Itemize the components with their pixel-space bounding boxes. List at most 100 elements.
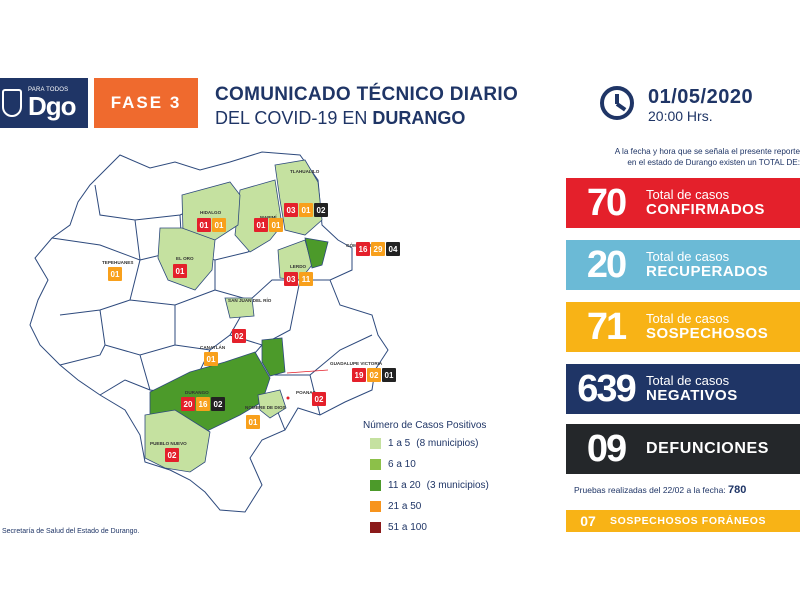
case-badges-nombre-de-dios: 01 — [246, 415, 260, 429]
municipality-label-pueblo-nuevo: PUEBLO NUEVO — [150, 441, 187, 446]
stat-label: CONFIRMADOS — [646, 200, 765, 218]
case-count-badge: 02 — [165, 448, 179, 462]
phase-badge: FASE 3 — [94, 78, 198, 128]
government-logo: PARA TODOS Dgo — [0, 78, 88, 128]
case-count-badge: 16 — [356, 242, 370, 256]
case-count-badge: 11 — [299, 272, 313, 286]
case-badges-el-oro: 01 — [173, 264, 187, 278]
municipality-label-tlahualilo: TLAHUALILO — [290, 169, 320, 174]
case-badges-hidalgo: 01 01 — [197, 218, 226, 232]
stat-value: 09 — [586, 427, 627, 470]
case-count-badge: 02 — [211, 397, 225, 411]
municipality-label-poanas: POANAS — [296, 390, 316, 395]
legend-label: 6 a 10 — [388, 459, 416, 470]
case-badges-durango: 20 16 02 — [181, 397, 225, 411]
source-note: Secretaría de Salud del Estado de Durang… — [2, 528, 140, 535]
stat-negativos: 639 Total de casos NEGATIVOS — [566, 364, 800, 414]
case-count-badge: 01 — [382, 368, 396, 382]
stat-label: DEFUNCIONES — [646, 439, 770, 457]
logo-wordmark: Dgo — [28, 91, 77, 121]
case-count-badge: 03 — [284, 203, 298, 217]
case-badges-gomez-palacio: 16 29 04 — [356, 242, 400, 256]
page-title: COMUNICADO TÉCNICO DIARIO DEL COVID-19 E… — [215, 84, 518, 129]
legend-note: (8 municipios) — [416, 438, 479, 449]
foreign-suspects-bar: 07 SOSPECHOSOS FORÁNEOS — [566, 510, 800, 532]
title-line1: COMUNICADO TÉCNICO DIARIO — [215, 84, 519, 105]
foreign-suspects-label: SOSPECHOSOS FORÁNEOS — [610, 515, 767, 527]
case-count-badge: 01 — [254, 218, 268, 232]
case-count-badge: 02 — [312, 392, 326, 406]
stat-value: 20 — [586, 243, 627, 286]
stat-value: 70 — [586, 181, 627, 224]
stat-label: RECUPERADOS — [646, 262, 769, 280]
tests-count: 780 — [728, 484, 747, 496]
case-count-badge: 01 — [212, 218, 226, 232]
stat-defunciones: 09 DEFUNCIONES — [566, 424, 800, 474]
municipality-label-el-oro: EL ORO — [176, 256, 194, 261]
title-state-name: DURANGO — [372, 108, 466, 128]
legend-title: Número de Casos Positivos — [363, 420, 487, 431]
title-line2: DEL COVID-19 EN DURANGO — [215, 108, 466, 128]
case-count-badge: 04 — [386, 242, 400, 256]
stat-label-top: Total de casos — [646, 249, 730, 265]
legend-item: 21 a 50 — [370, 501, 421, 512]
case-badges-san-juan-del-rio: 02 — [232, 329, 246, 343]
region-guadalupe-victoria — [261, 337, 286, 377]
legend-item: 1 a 5 (8 municipios) — [370, 438, 479, 449]
report-time: 20:00 Hrs. — [648, 108, 713, 124]
case-count-badge: 16 — [196, 397, 210, 411]
case-badges-pueblo-nuevo: 02 — [165, 448, 179, 462]
foreign-suspects-count: 07 — [580, 513, 596, 529]
case-badges-tepehuanes: 01 — [108, 267, 122, 281]
state-outline — [29, 151, 389, 513]
legend-label: 1 a 5 — [388, 438, 411, 449]
region-san-juan-del-rio — [224, 297, 255, 319]
case-badges-canatlan: 01 — [204, 352, 218, 366]
summary-intro: A la fecha y hora que se señala el prese… — [614, 147, 800, 167]
case-count-badge: 01 — [173, 264, 187, 278]
legend-swatch — [370, 501, 381, 512]
stat-value: 71 — [586, 305, 627, 348]
logo-tagline: PARA TODOS — [28, 87, 69, 93]
case-count-badge: 20 — [181, 397, 195, 411]
stat-label-top: Total de casos — [646, 311, 730, 327]
region-gomez-palacio — [304, 237, 329, 269]
case-count-badge: 19 — [352, 368, 366, 382]
legend-item: 11 a 20 (3 municipios) — [370, 480, 489, 491]
state-seal-icon — [2, 89, 22, 117]
legend-swatch — [370, 459, 381, 470]
municipality-label-tepehuanes: TEPEHUANES — [102, 260, 134, 265]
legend-swatch — [370, 438, 381, 449]
durango-map: TLAHUALILO030102HIDALGO0101MAPIMÍ0101GÓM… — [0, 140, 560, 530]
case-count-badge: 01 — [269, 218, 283, 232]
stat-label: NEGATIVOS — [646, 386, 738, 404]
municipality-label-hidalgo: HIDALGO — [200, 210, 222, 215]
case-badges-tlahualilo: 03 01 02 — [284, 203, 328, 217]
case-badges-guadalupe-victoria: 19 02 01 — [352, 368, 396, 382]
stat-sospechosos: 71 Total de casos SOSPECHOSOS — [566, 302, 800, 352]
legend-label: 21 a 50 — [388, 501, 422, 512]
stat-label-top: Total de casos — [646, 187, 730, 203]
region-nombre-de-dios — [257, 389, 287, 419]
region-pueblo-nuevo — [144, 409, 211, 473]
clock-icon — [600, 86, 634, 120]
stat-label: SOSPECHOSOS — [646, 324, 769, 342]
legend-label: 11 a 20 — [388, 480, 421, 491]
municipality-label-nombre-de-dios: NOMBRE DE DIOS — [245, 405, 286, 410]
region-el-oro — [157, 227, 216, 291]
stat-label-top: Total de casos — [646, 373, 730, 389]
case-count-badge: 02 — [367, 368, 381, 382]
legend-swatch — [370, 480, 381, 491]
legend-swatch — [370, 522, 381, 533]
case-count-badge: 01 — [204, 352, 218, 366]
case-badges-mapimi: 01 01 — [254, 218, 283, 232]
municipality-label-mapimi: MAPIMÍ — [260, 215, 277, 220]
region-mapimi — [234, 179, 283, 253]
case-count-badge: 01 — [108, 267, 122, 281]
municipality-label-san-juan-del-rio: SAN JUAN DEL RÍO — [228, 298, 272, 303]
case-count-badge: 03 — [284, 272, 298, 286]
municipality-label-guadalupe-victoria: GUADALUPE VICTORIA — [330, 361, 383, 366]
case-count-badge: 02 — [314, 203, 328, 217]
municipality-label-durango: DURANGO — [185, 390, 209, 395]
legend-item: 51 a 100 — [370, 522, 427, 533]
